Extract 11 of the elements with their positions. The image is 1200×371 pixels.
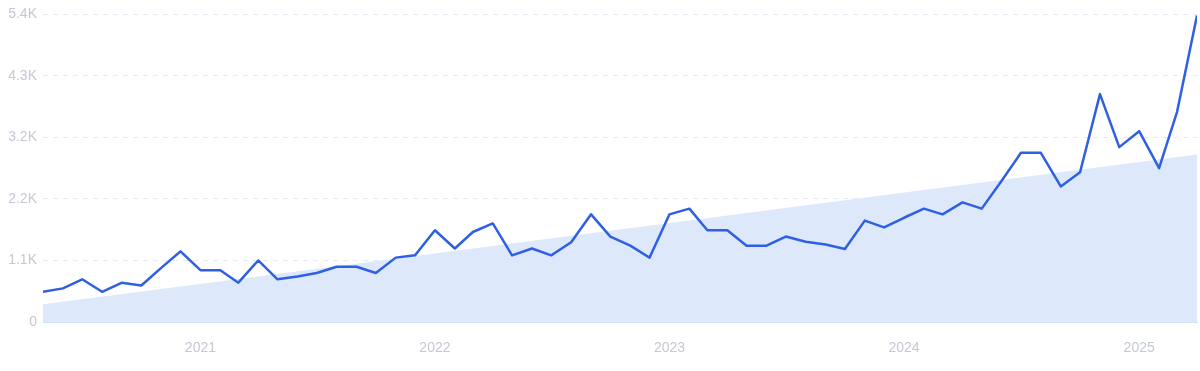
x-tick-label: 2021 [184, 339, 217, 356]
x-tick-label: 2023 [653, 339, 686, 356]
x-tick-label: 2024 [888, 339, 920, 356]
y-tick-label: 5.4K [8, 5, 38, 22]
y-tick-label: 2.2K [8, 189, 38, 206]
y-tick-label: 1.1K [8, 251, 38, 268]
x-tick-label: 2022 [419, 339, 451, 356]
y-tick-label: 4.3K [8, 66, 38, 83]
x-tick-label: 2025 [1123, 339, 1155, 356]
y-tick-label: 3.2K [8, 128, 38, 145]
y-tick-label: 0 [29, 312, 38, 329]
